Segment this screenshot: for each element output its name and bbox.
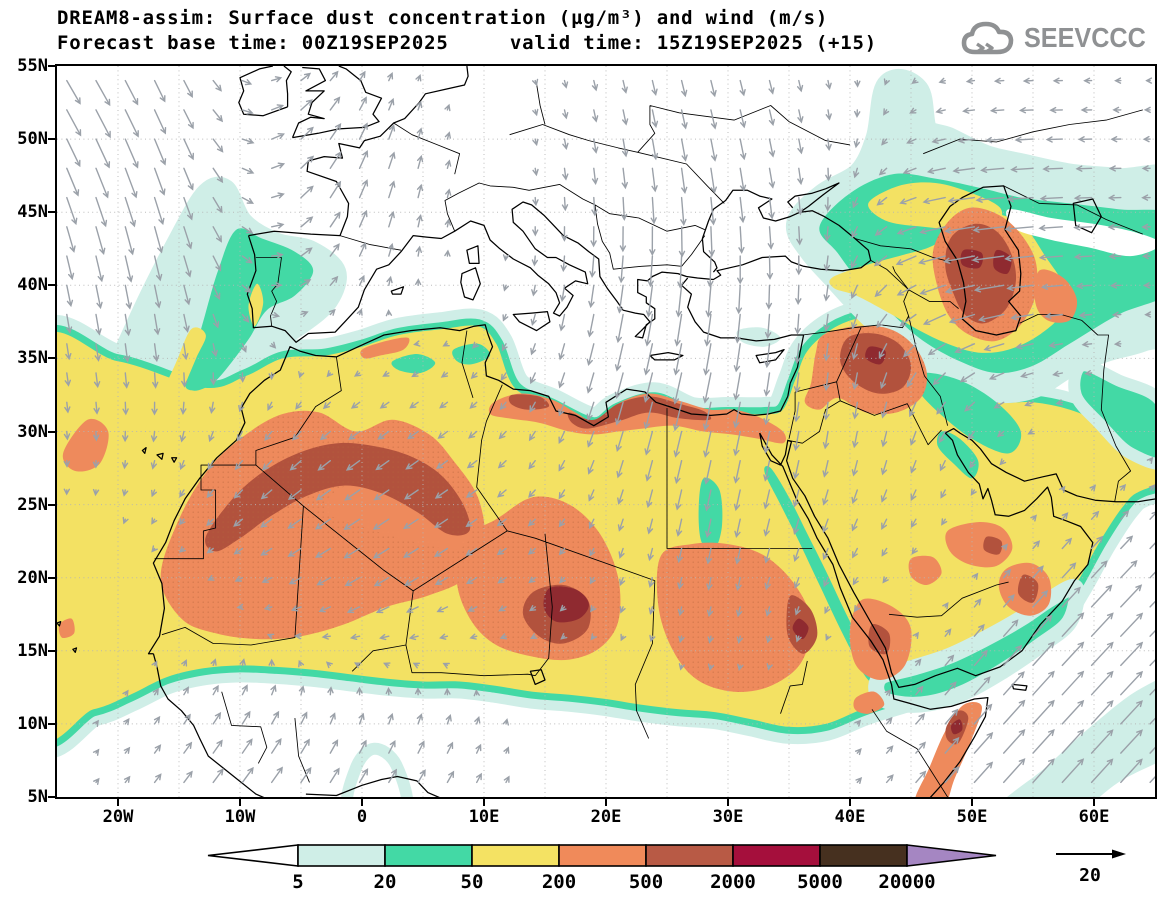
lon-tick <box>483 797 485 806</box>
wind-reference: 20 <box>1048 838 1160 894</box>
colorbar-tick-label: 5 <box>292 871 303 893</box>
lat-tick-label: 10N <box>2 714 48 734</box>
wind-reference-label: 20 <box>1079 865 1101 886</box>
colorbar-tick-label: 200 <box>542 871 576 893</box>
colorbar-tick-label: 2000 <box>710 871 756 893</box>
lon-tick <box>605 797 607 806</box>
map-plot: 55N50N45N40N35N30N25N20N15N10N5N20W10W01… <box>55 64 1157 799</box>
colorbar-segment <box>385 845 472 866</box>
lon-tick <box>117 797 119 806</box>
lat-tick <box>48 65 55 67</box>
colorbar-under-arrow <box>208 845 298 866</box>
lon-tick-label: 30E <box>696 807 760 827</box>
lon-tick-label: 50E <box>940 807 1004 827</box>
lat-tick-label: 45N <box>2 202 48 222</box>
figure-title: DREAM8-assim: Surface dust concentration… <box>57 7 828 29</box>
lat-tick-label: 20N <box>2 568 48 588</box>
lat-tick <box>48 723 55 725</box>
lat-tick-label: 25N <box>2 495 48 515</box>
lon-tick-label: 60E <box>1062 807 1126 827</box>
lat-tick-label: 35N <box>2 348 48 368</box>
lat-tick-label: 5N <box>2 787 48 807</box>
lon-tick-label: 20W <box>86 807 150 827</box>
lat-tick <box>48 211 55 213</box>
dust-wind-map <box>57 66 1155 797</box>
lon-tick <box>727 797 729 806</box>
lat-tick <box>48 138 55 140</box>
lat-tick-label: 50N <box>2 129 48 149</box>
colorbar-over-arrow <box>907 845 996 866</box>
lon-tick <box>849 797 851 806</box>
colorbar-segment <box>298 845 385 866</box>
colorbar-tick-label: 5000 <box>797 871 843 893</box>
lat-tick <box>48 796 55 798</box>
wind-reference-arrowhead <box>1112 850 1126 859</box>
colorbar-segment <box>559 845 646 866</box>
dust-region-teal <box>699 478 723 552</box>
lon-tick-label: 40E <box>818 807 882 827</box>
lat-tick <box>48 577 55 579</box>
lat-tick-label: 40N <box>2 275 48 295</box>
lon-tick <box>361 797 363 806</box>
lat-tick-label: 55N <box>2 56 48 76</box>
dust-region-white <box>347 749 408 797</box>
lon-tick <box>971 797 973 806</box>
lon-tick-label: 10E <box>452 807 516 827</box>
colorbar-tick-label: 500 <box>629 871 663 893</box>
colorbar-tick-label: 50 <box>461 871 484 893</box>
colorbar-segment <box>472 845 559 866</box>
colorbar-legend: 5 20 50 200 500 2000 5000 20000 <box>190 836 1020 902</box>
lon-tick-label: 0 <box>330 807 394 827</box>
colorbar-tick-label: 20000 <box>878 871 935 893</box>
colorbar-segment <box>820 845 907 866</box>
lat-tick-label: 15N <box>2 641 48 661</box>
logo-text: SEEVCCC <box>1024 22 1146 54</box>
colorbar-segment <box>733 845 820 866</box>
cloud-icon <box>958 16 1020 60</box>
lat-tick <box>48 357 55 359</box>
dust-region-c1 <box>737 327 781 347</box>
figure-subtitle: Forecast base time: 00Z19SEP2025 valid t… <box>57 32 877 54</box>
seevccc-logo: SEEVCCC <box>958 16 1159 60</box>
lat-tick-label: 30N <box>2 422 48 442</box>
lon-tick <box>239 797 241 806</box>
colorbar-tick-label: 20 <box>374 871 397 893</box>
lon-tick-label: 10W <box>208 807 272 827</box>
lon-tick-label: 20E <box>574 807 638 827</box>
colorbar-segment <box>646 845 733 866</box>
lon-tick <box>1093 797 1095 806</box>
lat-tick <box>48 284 55 286</box>
lat-tick <box>48 504 55 506</box>
lat-tick <box>48 431 55 433</box>
lat-tick <box>48 650 55 652</box>
